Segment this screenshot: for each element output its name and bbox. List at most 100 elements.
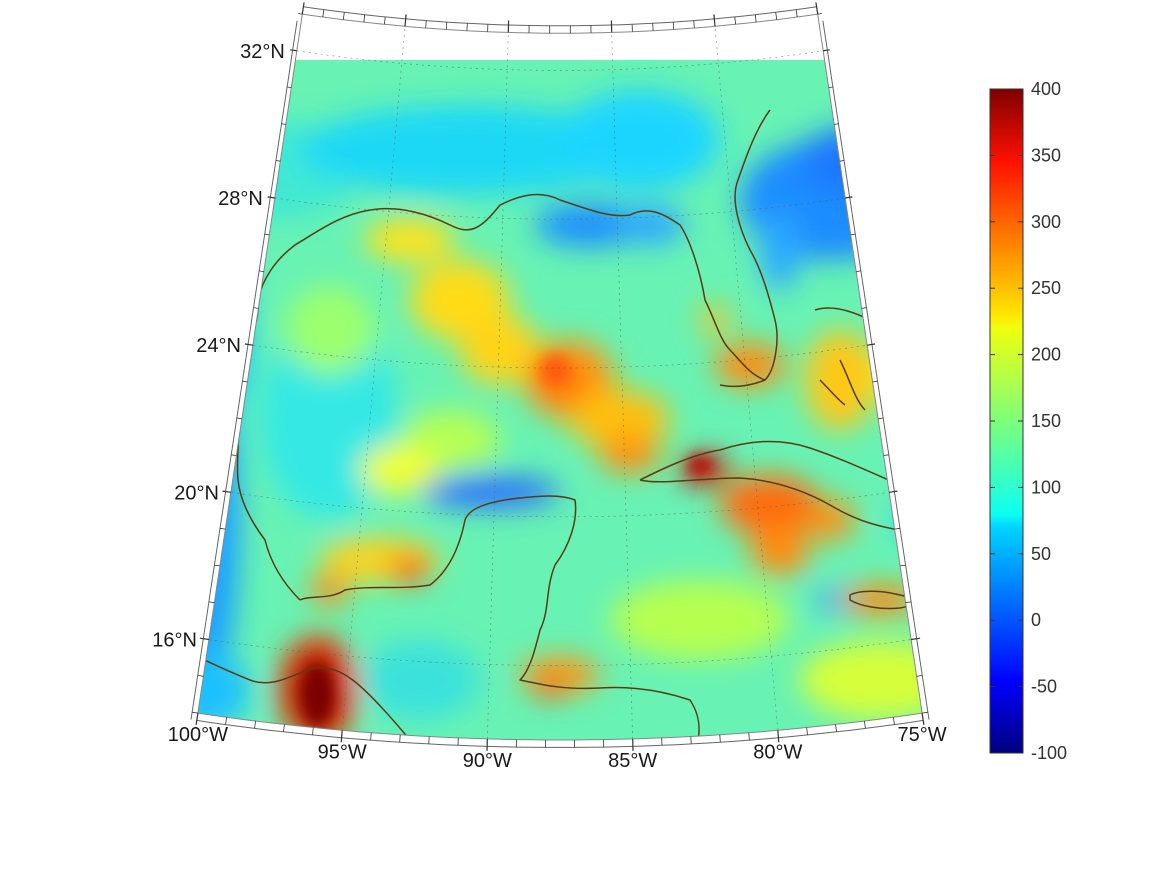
frame-tick-lat	[281, 123, 286, 125]
frame-tick-lon	[340, 730, 343, 743]
frame-tick-lat	[192, 711, 198, 714]
frame-tick-lat	[222, 490, 231, 493]
colorbar-tick-label: 200	[1031, 345, 1061, 365]
parallel-line-0	[296, 50, 824, 71]
frame-tick-lat	[823, 49, 830, 52]
frame-tick-lon	[425, 20, 427, 29]
meridian-line-3	[611, 32, 634, 739]
frame-tick-lon	[342, 12, 345, 20]
lon-tick-label: 100°W	[168, 724, 228, 746]
frame-tick-lat	[287, 86, 292, 88]
frame-tick-lon	[734, 16, 736, 25]
frame-tick-lat	[199, 637, 209, 641]
bahamas-line	[814, 307, 923, 411]
colorbar: 400 350 300 250 200 150 100 50 0 -50 -100	[989, 79, 1067, 763]
latitude-labels: 32°N 28°N 24°N 20°N 16°N	[152, 41, 285, 652]
longitude-labels: 100°W 95°W 90°W 85°W 80°W 75°W	[168, 724, 947, 772]
map-field	[197, 60, 923, 741]
parallel-line-2	[252, 344, 868, 369]
frame-tick-lon	[370, 732, 372, 741]
frame-tick-lat	[817, 13, 822, 15]
frame-tick-lat	[872, 380, 878, 383]
frame-tick-lon	[864, 720, 866, 729]
frame-tick-lat	[905, 601, 912, 604]
frame-tick-lat	[911, 637, 921, 641]
frame-tick-lat	[834, 123, 839, 125]
florida-keys-line	[719, 379, 766, 388]
colorbar-tick-label: 50	[1031, 544, 1051, 564]
colorbar-tick-label: 100	[1031, 477, 1061, 497]
frame-tick-lat	[922, 711, 928, 714]
frame-tick-lon	[283, 724, 285, 732]
lat-tick-label: 28°N	[218, 188, 263, 210]
frame-tick-lon	[195, 713, 199, 725]
frame-tick-lat	[894, 527, 901, 530]
colorbar-tick-label: 250	[1031, 278, 1061, 298]
colorbar-tick-label: -100	[1031, 743, 1067, 763]
parallel-line-3	[230, 491, 890, 518]
frame-tick-lon	[301, 2, 305, 15]
lon-tick-label: 90°W	[463, 750, 512, 772]
frame-tick-lat	[845, 196, 853, 199]
frame-tick-lon	[693, 20, 695, 29]
frame-tick-lat	[867, 343, 876, 346]
colorbar-tick-label: 150	[1031, 411, 1061, 431]
frame-tick-lat	[850, 233, 856, 236]
frame-outer-right	[822, 20, 930, 720]
frame-tick-lon	[748, 732, 750, 741]
frame-tick-lon	[399, 734, 401, 743]
lon-tick-label: 95°W	[318, 741, 367, 763]
frame-tick-lon	[363, 14, 366, 23]
frame-tick-lat	[231, 454, 237, 456]
frame-tick-lat	[197, 675, 204, 677]
frame-outer-bottom	[196, 719, 924, 748]
frame-tick-lat	[878, 417, 884, 420]
frame-tick-lat	[242, 380, 248, 383]
frame-tick-lon	[795, 9, 798, 18]
frame-tick-lon	[835, 724, 837, 732]
frame-tick-lat	[264, 233, 270, 236]
lat-tick-label: 16°N	[152, 630, 197, 652]
frame-tick-lat	[861, 307, 867, 309]
colorbar-tick-label: 400	[1031, 79, 1061, 99]
frame-tick-lat	[828, 86, 833, 88]
colorbar-tick-label: 350	[1031, 145, 1061, 165]
frame-tick-lon	[384, 16, 386, 25]
frame-tick-lat	[856, 270, 861, 272]
frame-outer-left	[190, 20, 298, 720]
frame-tick-lat	[275, 160, 281, 162]
frame-tick-lon	[713, 14, 716, 27]
frame-tick-lat	[889, 490, 898, 493]
frame-tick-lon	[225, 717, 227, 725]
frame-tick-lon	[754, 14, 757, 23]
frame-tick-lon	[445, 22, 448, 30]
frame-tick-lon	[921, 713, 925, 725]
frame-tick-lon	[815, 2, 819, 15]
map-frame	[190, 2, 930, 751]
frame-tick-lon	[404, 14, 407, 27]
frame-tick-lat	[208, 601, 215, 604]
colorbar-gradient	[989, 88, 1024, 754]
colorbar-tick-label: 300	[1031, 212, 1061, 232]
lon-tick-label: 80°W	[753, 741, 802, 763]
meridian-line-4	[714, 26, 779, 731]
lon-tick-label: 75°W	[898, 724, 947, 746]
frame-tick-lon	[777, 730, 780, 743]
field-detail	[304, 355, 712, 725]
frame-tick-lat	[900, 564, 906, 567]
frame-tick-lat	[298, 13, 303, 15]
frame-tick-lat	[236, 417, 242, 420]
lon-tick-label: 85°W	[608, 750, 657, 772]
frame-tick-lon	[775, 12, 778, 20]
frame-outer-top	[303, 6, 817, 27]
lat-tick-label: 32°N	[240, 41, 285, 63]
frame-tick-lat	[916, 675, 923, 677]
colorbar-ticks: 400 350 300 250 200 150 100 50 0 -50 -100	[990, 79, 1067, 763]
frame-tick-lat	[253, 307, 259, 309]
frame-tick-lat	[219, 527, 226, 530]
frame-tick-lat	[290, 49, 297, 52]
meridian-line-1	[341, 26, 406, 731]
frame-tick-lat	[267, 196, 275, 199]
colorbar-tick-label: 0	[1031, 610, 1041, 630]
frame-tick-lon	[322, 9, 325, 18]
